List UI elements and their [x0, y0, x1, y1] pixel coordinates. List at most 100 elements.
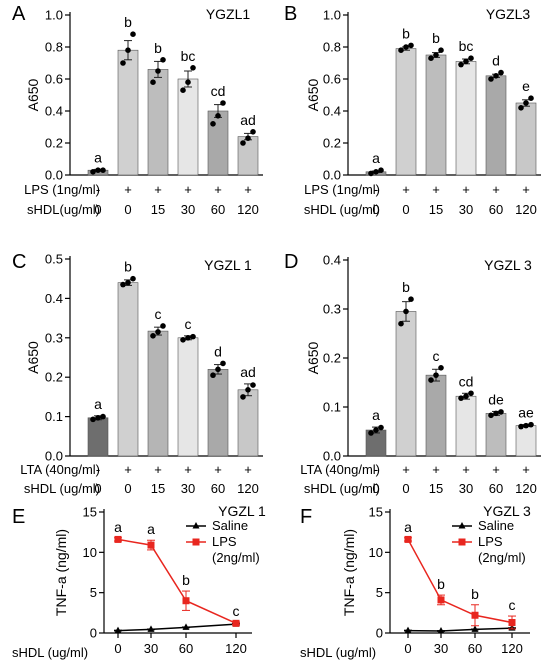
data-point [373, 427, 379, 433]
significance-letter: b [124, 14, 132, 30]
chart-title: YGZL1 [206, 6, 251, 22]
condition-value: + [214, 462, 222, 477]
legend-marker-lps [192, 538, 200, 546]
data-point [232, 619, 240, 627]
significance-letter: b [154, 40, 162, 56]
data-point [368, 170, 374, 177]
y-axis-label: A650 [25, 341, 41, 374]
significance-letter: c [433, 348, 440, 364]
y-tick-label: 0.4 [45, 291, 63, 306]
condition-value: + [522, 182, 530, 197]
y-tick-label: 15 [83, 505, 97, 520]
significance-letter: b [432, 30, 440, 46]
data-point [433, 52, 439, 58]
significance-letter: c [509, 597, 516, 613]
y-axis-label: A650 [305, 78, 321, 111]
data-point [398, 320, 404, 327]
x-axis-label: sHDL (ug/ml) [300, 645, 376, 660]
condition-value: - [96, 462, 100, 477]
condition-value: 30 [181, 202, 195, 217]
data-point [210, 372, 216, 379]
x-tick-label: 0 [404, 641, 411, 656]
significance-letter: d [214, 343, 222, 359]
chart-title: YGZL3 [486, 6, 531, 22]
condition-value: 0 [402, 202, 409, 217]
data-point [408, 42, 414, 49]
significance-letter: b [124, 259, 132, 275]
significance-letter: b [402, 25, 410, 41]
significance-letter: c [155, 306, 162, 322]
data-point [155, 329, 161, 335]
bar [455, 395, 477, 457]
y-tick-label: 1.0 [45, 8, 63, 23]
data-point [438, 47, 444, 53]
condition-value: + [244, 462, 252, 477]
y-tick-label: 0.5 [45, 252, 63, 267]
panel-label: E [12, 506, 25, 528]
significance-letter: d [492, 53, 500, 69]
significance-letter: cd [211, 83, 226, 99]
significance-letter: a [114, 519, 122, 535]
significance-letter: a [94, 149, 102, 165]
panel-label: C [12, 251, 26, 273]
data-point [404, 535, 412, 543]
condition-value: - [96, 182, 100, 197]
legend-label-lps-line1: LPS [478, 534, 503, 549]
condition-value: + [492, 462, 500, 477]
condition-value: + [214, 182, 222, 197]
data-point [130, 31, 136, 37]
data-point [518, 423, 524, 430]
y-tick-label: 10 [369, 545, 383, 560]
data-point [185, 79, 191, 85]
chart-title: YGZL 3 [483, 503, 531, 519]
data-point [468, 55, 474, 61]
data-point [150, 333, 156, 339]
condition-row-label: sHDL(ug/ml) [27, 202, 100, 217]
y-tick-label: 0 [376, 626, 383, 641]
y-tick-label: 0.4 [45, 104, 63, 119]
data-point [180, 336, 186, 343]
data-point [508, 619, 516, 627]
data-point [373, 169, 379, 175]
panel-label: B [284, 3, 297, 25]
data-point [463, 58, 469, 65]
data-point [378, 424, 384, 431]
condition-value: 0 [94, 481, 101, 496]
condition-value: 120 [237, 202, 259, 217]
y-axis-label: TNF-a (ng/ml) [53, 529, 69, 616]
bar [237, 389, 259, 457]
data-point [378, 167, 384, 173]
data-point [437, 626, 445, 634]
data-point [220, 100, 226, 106]
condition-value: 120 [237, 481, 259, 496]
data-point [190, 333, 196, 340]
data-point [498, 409, 504, 415]
legend-marker-saline [458, 522, 466, 529]
bar [177, 78, 199, 176]
data-point [398, 47, 404, 53]
legend-marker-lps [458, 538, 466, 546]
data-point [498, 69, 504, 76]
data-point [182, 597, 190, 605]
y-tick-label: 15 [369, 505, 383, 520]
condition-value: + [462, 182, 470, 197]
condition-value: + [402, 462, 410, 477]
data-point [438, 365, 444, 371]
y-tick-label: 0.1 [323, 400, 341, 415]
legend-label-saline: Saline [212, 518, 248, 533]
y-tick-label: 0.2 [323, 351, 341, 366]
bar [425, 54, 447, 176]
condition-value: 15 [151, 202, 165, 217]
condition-row-label: sHDL (ug/ml) [304, 202, 380, 217]
condition-row-label: LPS (1ng/ml) [304, 182, 380, 197]
data-point [518, 105, 524, 111]
series-line-saline [117, 623, 237, 632]
panel-f: F YGZL 3 TNF-a (ng/ml) 0 5 10 15 0 30 60 120 sHDL (… [300, 503, 531, 660]
legend-label-saline: Saline [478, 518, 514, 533]
condition-row-label: LTA (40ng/ml) [300, 462, 380, 477]
data-point [468, 390, 474, 397]
significance-letter: ad [240, 364, 256, 380]
chart-title: YGZL 3 [484, 257, 532, 273]
